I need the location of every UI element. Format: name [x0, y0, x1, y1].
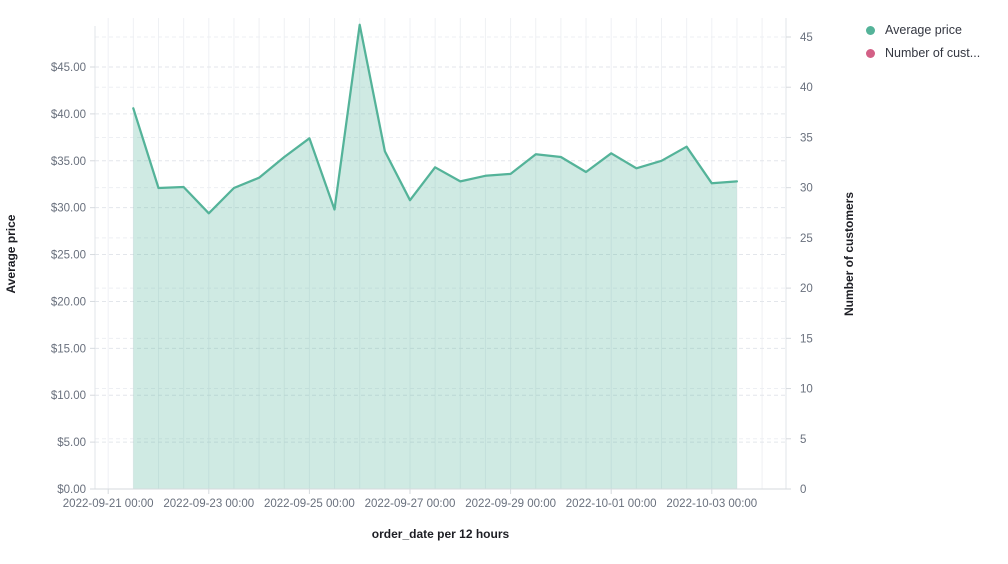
series-color-dot-icon	[866, 25, 875, 35]
legend-label: Number of cust...	[885, 46, 981, 60]
legend-label: Average price	[885, 23, 962, 37]
x-axis-tick-label: 2022-09-29 00:00	[465, 498, 556, 510]
series-color-dot-icon	[866, 48, 875, 58]
x-axis-tick-label: 2022-09-27 00:00	[365, 498, 456, 510]
x-axis-tick-label: 2022-09-25 00:00	[264, 498, 355, 510]
right-axis-tick-label: 0	[800, 484, 806, 496]
x-axis-tick-label: 2022-09-21 00:00	[63, 498, 154, 510]
series-area-average-price	[133, 24, 737, 490]
right-axis-title: Number of customers	[842, 191, 856, 317]
x-axis-tick-label: 2022-10-01 00:00	[566, 498, 657, 510]
left-axis-tick-label: $35.00	[51, 156, 86, 168]
x-axis-tick-label: 2022-10-03 00:00	[666, 498, 757, 510]
left-axis-tick-label: $30.00	[51, 203, 86, 215]
right-axis-tick-label: 45	[800, 32, 813, 44]
right-axis-tick-label: 15	[800, 333, 813, 345]
legend-item-number-of-customers[interactable]: Number of cust...	[866, 46, 980, 60]
right-axis-tick-label: 20	[800, 283, 813, 295]
left-axis-tick-label: $10.00	[51, 390, 86, 402]
legend: Average price Number of cust...	[866, 23, 980, 60]
left-axis-tick-label: $45.00	[51, 62, 86, 74]
left-axis-tick-label: $15.00	[51, 343, 86, 355]
right-axis-tick-label: 5	[800, 434, 806, 446]
left-axis-tick-label: $25.00	[51, 250, 86, 262]
right-axis-tick-label: 10	[800, 384, 813, 396]
right-axis-tick-label: 30	[800, 183, 813, 195]
left-axis-tick-label: $0.00	[57, 484, 86, 496]
left-axis-tick-label: $5.00	[57, 437, 86, 449]
legend-item-average-price[interactable]: Average price	[866, 23, 980, 37]
left-axis-tick-label: $20.00	[51, 296, 86, 308]
x-axis-tick-label: 2022-09-23 00:00	[163, 498, 254, 510]
right-axis-tick-label: 40	[800, 82, 813, 94]
x-axis-title: order_date per 12 hours	[371, 527, 510, 541]
series-line-average-price	[132, 23, 739, 215]
left-axis-tick-label: $40.00	[51, 109, 86, 121]
right-axis-tick-label: 35	[800, 132, 813, 144]
right-axis-tick-label: 25	[800, 233, 813, 245]
left-axis-title: Average price	[4, 214, 18, 294]
